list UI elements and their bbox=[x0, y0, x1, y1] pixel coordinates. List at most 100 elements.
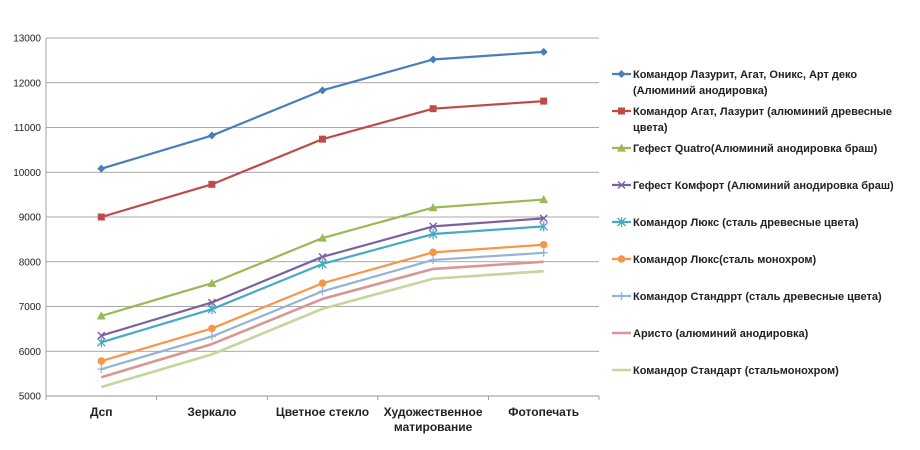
data-point bbox=[207, 278, 217, 287]
legend-swatch-marker bbox=[617, 70, 626, 78]
x-tick-label-line: Фотопечать bbox=[508, 405, 579, 419]
legend-item: Гефест Quatro(Алюминий анодировка браш) bbox=[612, 143, 878, 155]
legend-label-line: Командор Стандррт (сталь древесные цвета… bbox=[633, 291, 882, 303]
data-point bbox=[318, 252, 327, 261]
y-tick-label: 5000 bbox=[19, 392, 42, 403]
series-line bbox=[100, 100, 544, 219]
legend-label: Гефест Quatro(Алюминий анодировка браш) bbox=[633, 143, 878, 155]
data-point bbox=[429, 248, 437, 257]
series-2 bbox=[97, 97, 548, 221]
y-tick-label: 9000 bbox=[19, 213, 42, 224]
legend-item: Аристо (алюминий анодировка) bbox=[612, 328, 809, 340]
data-point bbox=[429, 55, 438, 64]
legend-label: Командор Люкс(сталь монохром) bbox=[633, 254, 817, 266]
legend-item: Командор Стандррт (сталь древесные цвета… bbox=[612, 291, 882, 303]
x-tick-label-line: Художественное bbox=[384, 405, 483, 419]
legend-label: Командор Стандарт (стальмонохром) bbox=[633, 365, 839, 377]
data-point bbox=[429, 255, 438, 264]
data-point bbox=[97, 365, 106, 374]
data-point bbox=[539, 195, 549, 204]
y-tick-label: 10000 bbox=[13, 168, 41, 179]
series-line bbox=[100, 251, 544, 371]
data-point bbox=[428, 229, 438, 240]
legend-item: Командор Агат, Лазурит (алюминий древесн… bbox=[612, 106, 892, 134]
series-1 bbox=[97, 47, 548, 173]
data-point bbox=[429, 105, 437, 113]
legend-label: Командор Стандррт (сталь древесные цвета… bbox=[633, 291, 882, 303]
series-5 bbox=[96, 221, 549, 348]
legend-label-line: Командор Агат, Лазурит (алюминий древесн… bbox=[633, 106, 892, 118]
y-tick-label: 13000 bbox=[13, 34, 41, 45]
data-point bbox=[539, 240, 548, 249]
legend-label-line: (Алюминий анодировка) bbox=[633, 85, 768, 97]
legend-swatch-marker bbox=[617, 181, 626, 189]
legend-swatch-marker bbox=[617, 255, 626, 263]
series-line bbox=[100, 269, 544, 389]
data-point bbox=[207, 298, 216, 307]
x-tick-label-line: Цветное стекло bbox=[276, 405, 369, 419]
series-6 bbox=[97, 240, 548, 365]
legend-label: Аристо (алюминий анодировка) bbox=[633, 328, 809, 340]
data-point bbox=[207, 332, 216, 341]
x-tick-label-line: Зеркало bbox=[187, 405, 236, 419]
marker-stroke bbox=[97, 331, 106, 340]
x-tick-label: Цветное стекло bbox=[276, 405, 369, 419]
data-point bbox=[318, 233, 327, 242]
data-point bbox=[539, 47, 548, 56]
data-point bbox=[318, 86, 327, 95]
legend-item: Гефест Комфорт (Алюминий анодировка браш… bbox=[612, 180, 894, 192]
legend-swatch-marker bbox=[618, 107, 625, 115]
legend-label-line: Командор Стандарт (стальмонохром) bbox=[633, 365, 839, 377]
legend-swatch-marker bbox=[617, 143, 626, 152]
legend-item: Командор Люкс(сталь монохром) bbox=[612, 254, 817, 266]
legend-label-line: Командор Люкс(сталь монохром) bbox=[633, 254, 817, 266]
legend-item: Командор Люкс (сталь древесные цвета) bbox=[612, 217, 859, 229]
data-point bbox=[97, 331, 106, 340]
legend-label: Командор Лазурит, Агат, Оникс, Арт деко (… bbox=[633, 69, 857, 97]
y-tick-label: 8000 bbox=[19, 257, 42, 268]
data-point bbox=[318, 287, 327, 296]
legend-label-line: Командор Люкс (сталь древесные цвета) bbox=[633, 217, 859, 229]
legend-label-line: Аристо (алюминий анодировка) bbox=[633, 328, 809, 340]
series-9 bbox=[100, 269, 544, 389]
y-tick-label: 7000 bbox=[19, 302, 42, 313]
data-point bbox=[318, 279, 327, 288]
series-7 bbox=[97, 248, 548, 374]
legend-item: Командор Стандарт (стальмонохром) bbox=[612, 365, 839, 377]
marker-stroke bbox=[539, 214, 548, 223]
data-point bbox=[318, 258, 327, 269]
legend-label: Командор Люкс (сталь древесные цвета) bbox=[633, 217, 859, 229]
data-point bbox=[97, 213, 105, 221]
x-tick-label: Художественное матирование bbox=[384, 405, 483, 434]
marker-stroke bbox=[207, 298, 216, 307]
series-line bbox=[100, 50, 544, 170]
legend-label-line: Гефест Комфорт (Алюминий анодировка браш… bbox=[633, 180, 894, 192]
data-point bbox=[539, 221, 549, 232]
data-point bbox=[96, 337, 106, 348]
y-tick-label: 12000 bbox=[13, 78, 41, 89]
data-point bbox=[539, 214, 548, 223]
series-4 bbox=[97, 214, 548, 340]
data-point bbox=[97, 357, 106, 365]
data-point bbox=[96, 311, 106, 320]
data-point bbox=[540, 97, 548, 105]
series-line bbox=[100, 260, 544, 379]
x-tick-label: Зеркало bbox=[187, 405, 236, 419]
marker-stroke bbox=[429, 222, 438, 231]
data-point bbox=[208, 324, 216, 333]
legend-item: Командор Лазурит, Агат, Оникс, Арт деко (… bbox=[612, 69, 857, 97]
legend-swatch-marker bbox=[617, 292, 626, 300]
data-point bbox=[319, 135, 326, 143]
series-8 bbox=[100, 260, 544, 379]
data-point bbox=[429, 222, 438, 231]
data-point bbox=[207, 304, 217, 315]
data-point bbox=[539, 248, 548, 257]
legend-label: Гефест Комфорт (Алюминий анодировка браш… bbox=[633, 180, 894, 192]
data-point bbox=[207, 131, 216, 140]
legend-label-line: цвета) bbox=[633, 122, 668, 134]
legend-label: Командор Агат, Лазурит (алюминий древесн… bbox=[633, 106, 892, 134]
series-3 bbox=[96, 195, 549, 320]
x-tick-label: Фотопечать bbox=[508, 405, 579, 419]
